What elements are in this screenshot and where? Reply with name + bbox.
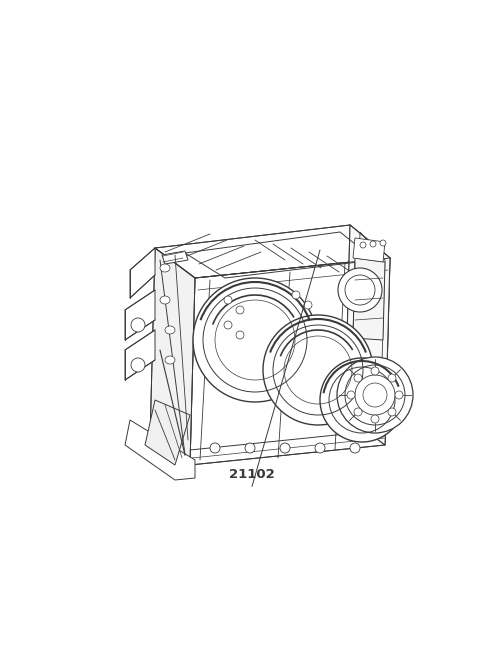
Ellipse shape bbox=[224, 296, 232, 304]
Polygon shape bbox=[162, 251, 188, 264]
Ellipse shape bbox=[224, 321, 232, 329]
Ellipse shape bbox=[193, 278, 317, 402]
Ellipse shape bbox=[280, 443, 290, 453]
Ellipse shape bbox=[354, 374, 362, 382]
Ellipse shape bbox=[370, 241, 376, 247]
Ellipse shape bbox=[338, 268, 382, 312]
Ellipse shape bbox=[160, 296, 170, 304]
Polygon shape bbox=[125, 290, 155, 340]
Ellipse shape bbox=[131, 318, 145, 332]
Polygon shape bbox=[125, 420, 195, 480]
Polygon shape bbox=[345, 225, 390, 445]
Polygon shape bbox=[353, 238, 385, 262]
Ellipse shape bbox=[388, 374, 396, 382]
Ellipse shape bbox=[131, 358, 145, 372]
Ellipse shape bbox=[388, 408, 396, 416]
Ellipse shape bbox=[236, 306, 244, 314]
Ellipse shape bbox=[360, 242, 366, 248]
Ellipse shape bbox=[380, 240, 386, 246]
Polygon shape bbox=[145, 400, 190, 465]
Ellipse shape bbox=[350, 443, 360, 453]
Text: 21102: 21102 bbox=[229, 468, 275, 481]
Ellipse shape bbox=[315, 443, 325, 453]
Ellipse shape bbox=[160, 264, 170, 272]
Ellipse shape bbox=[263, 315, 373, 425]
Ellipse shape bbox=[355, 375, 395, 415]
Ellipse shape bbox=[236, 331, 244, 339]
Polygon shape bbox=[150, 248, 195, 465]
Polygon shape bbox=[130, 248, 155, 298]
Ellipse shape bbox=[210, 443, 220, 453]
Ellipse shape bbox=[292, 291, 300, 299]
Polygon shape bbox=[353, 258, 385, 340]
Ellipse shape bbox=[395, 391, 403, 399]
Ellipse shape bbox=[304, 301, 312, 309]
Polygon shape bbox=[125, 330, 155, 380]
Polygon shape bbox=[155, 225, 390, 278]
Polygon shape bbox=[190, 258, 390, 465]
Ellipse shape bbox=[347, 391, 355, 399]
Ellipse shape bbox=[320, 358, 404, 442]
Ellipse shape bbox=[371, 415, 379, 423]
Ellipse shape bbox=[165, 326, 175, 334]
Ellipse shape bbox=[354, 408, 362, 416]
Ellipse shape bbox=[165, 356, 175, 364]
Ellipse shape bbox=[337, 357, 413, 433]
Polygon shape bbox=[345, 225, 390, 445]
Ellipse shape bbox=[245, 443, 255, 453]
Ellipse shape bbox=[371, 367, 379, 375]
